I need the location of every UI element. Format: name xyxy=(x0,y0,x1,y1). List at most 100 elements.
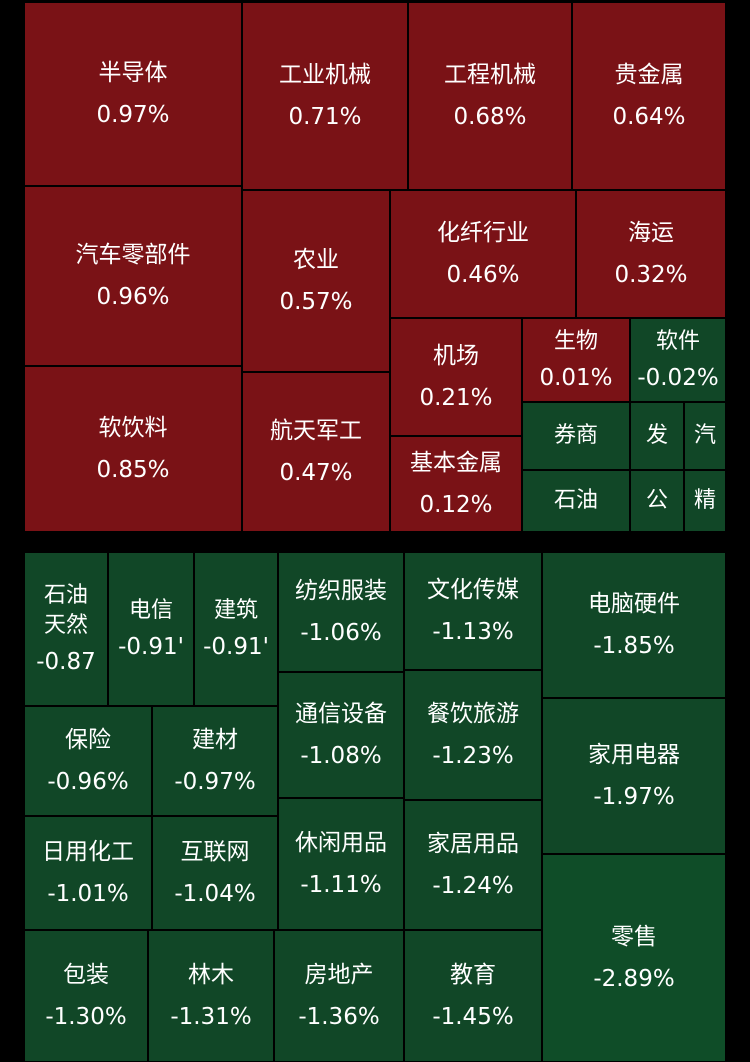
sector-change: -1.06% xyxy=(300,620,382,646)
sector-change: -1.13% xyxy=(432,619,514,645)
treemap-cell[interactable]: 互联网 -1.04% xyxy=(152,816,278,930)
treemap-cell[interactable]: 建筑 -0.91' xyxy=(194,552,278,706)
sector-name: 公 xyxy=(645,488,668,513)
sector-name: 软饮料 xyxy=(98,415,168,441)
sector-change: -1.36% xyxy=(298,1004,380,1030)
treemap-cell[interactable]: 零售 -2.89% xyxy=(542,854,726,1062)
treemap-cell[interactable]: 半导体 0.97% xyxy=(24,2,242,186)
sector-change: -1.01% xyxy=(47,881,129,907)
treemap-cell[interactable]: 海运 0.32% xyxy=(576,190,726,318)
treemap-cell[interactable]: 餐饮旅游 -1.23% xyxy=(404,670,542,800)
sector-change: -0.97% xyxy=(174,769,256,795)
sector-name: 建材 xyxy=(192,727,238,753)
sector-name: 海运 xyxy=(628,220,674,246)
treemap-cell[interactable]: 日用化工 -1.01% xyxy=(24,816,152,930)
sector-name: 汽车零部件 xyxy=(75,242,191,268)
treemap-cell[interactable]: 公 xyxy=(630,470,684,532)
treemap-cell[interactable]: 航天军工 0.47% xyxy=(242,372,390,532)
treemap-cell[interactable]: 林木 -1.31% xyxy=(148,930,274,1062)
sector-change: 0.71% xyxy=(288,104,362,130)
sector-change: -1.31% xyxy=(170,1004,252,1030)
treemap-cell[interactable]: 基本金属 0.12% xyxy=(390,436,522,532)
sector-name: 包装 xyxy=(63,962,109,988)
sector-name: 休闲用品 xyxy=(295,830,387,856)
sector-change: -1.11% xyxy=(300,872,382,898)
treemap-cell[interactable]: 房地产 -1.36% xyxy=(274,930,404,1062)
sector-name: 房地产 xyxy=(304,962,374,988)
sector-name: 贵金属 xyxy=(614,62,684,88)
sector-change: -0.02% xyxy=(637,365,719,391)
sector-name: 通信设备 xyxy=(295,701,387,727)
treemap-cell[interactable]: 建材 -0.97% xyxy=(152,706,278,816)
sector-name: 零售 xyxy=(611,924,657,950)
sector-change: -1.45% xyxy=(432,1004,514,1030)
treemap-cell[interactable]: 券商 xyxy=(522,402,630,470)
sector-change: -0.91' xyxy=(118,634,184,660)
sector-change: -0.87 xyxy=(36,649,96,675)
sector-name: 纺织服装 xyxy=(295,578,387,604)
sector-change: -1.08% xyxy=(300,743,382,769)
sector-name: 半导体 xyxy=(98,60,168,86)
treemap-cell[interactable]: 电脑硬件 -1.85% xyxy=(542,552,726,698)
treemap-cell[interactable]: 生物 0.01% xyxy=(522,318,630,402)
treemap-cell[interactable]: 精 xyxy=(684,470,726,532)
sector-change: 0.96% xyxy=(96,284,170,310)
treemap-cell[interactable]: 文化传媒 -1.13% xyxy=(404,552,542,670)
treemap-cell[interactable]: 电信 -0.91' xyxy=(108,552,194,706)
sector-change: 0.12% xyxy=(419,492,493,518)
sector-change: -0.91' xyxy=(203,634,269,660)
sector-name: 建筑 xyxy=(213,598,258,623)
sector-change: -2.89% xyxy=(593,966,675,992)
sector-change: 0.68% xyxy=(453,104,527,130)
treemap-cell[interactable]: 教育 -1.45% xyxy=(404,930,542,1062)
sector-change: 0.85% xyxy=(96,457,170,483)
treemap-cell[interactable]: 化纤行业 0.46% xyxy=(390,190,576,318)
sector-name: 工程机械 xyxy=(444,62,536,88)
treemap-cell[interactable]: 石油 xyxy=(522,470,630,532)
sector-name: 文化传媒 xyxy=(427,577,519,603)
treemap-cell[interactable]: 休闲用品 -1.11% xyxy=(278,798,404,930)
treemap-cell[interactable]: 纺织服装 -1.06% xyxy=(278,552,404,672)
sector-change: -1.24% xyxy=(432,873,514,899)
sector-change: -1.04% xyxy=(174,881,256,907)
treemap-cell[interactable]: 软饮料 0.85% xyxy=(24,366,242,532)
treemap-cell[interactable]: 贵金属 0.64% xyxy=(572,2,726,190)
treemap-cell[interactable]: 工业机械 0.71% xyxy=(242,2,408,190)
treemap-cell[interactable]: 汽车零部件 0.96% xyxy=(24,186,242,366)
sector-change: 0.97% xyxy=(96,102,170,128)
treemap-cell[interactable]: 软件 -0.02% xyxy=(630,318,726,402)
sector-name: 工业机械 xyxy=(279,62,371,88)
treemap-cell[interactable]: 发 xyxy=(630,402,684,470)
sector-name: 券商 xyxy=(553,423,598,448)
sector-name: 精 xyxy=(693,488,716,513)
sector-name: 石油 xyxy=(553,488,598,513)
treemap-cell[interactable]: 工程机械 0.68% xyxy=(408,2,572,190)
sector-change: -1.85% xyxy=(593,633,675,659)
treemap-cell[interactable]: 通信设备 -1.08% xyxy=(278,672,404,798)
sector-name: 教育 xyxy=(450,962,496,988)
sector-name: 生物 xyxy=(553,329,598,354)
sector-name: 发 xyxy=(645,423,668,448)
treemap-cell[interactable]: 家用电器 -1.97% xyxy=(542,698,726,854)
sector-change: 0.32% xyxy=(614,262,688,288)
treemap-cell[interactable]: 机场 0.21% xyxy=(390,318,522,436)
treemap-cell[interactable]: 汽 xyxy=(684,402,726,470)
sector-name: 家用电器 xyxy=(588,742,680,768)
treemap-cell[interactable]: 农业 0.57% xyxy=(242,190,390,372)
sector-name: 软件 xyxy=(655,329,700,354)
sector-name: 机场 xyxy=(433,343,479,369)
sector-name: 电信 xyxy=(128,598,173,623)
sector-name: 石油 天然 xyxy=(43,583,88,638)
treemap-cell[interactable]: 保险 -0.96% xyxy=(24,706,152,816)
treemap-cell[interactable]: 石油 天然 -0.87 xyxy=(24,552,108,706)
sector-change: -1.23% xyxy=(432,743,514,769)
treemap-cell[interactable]: 家居用品 -1.24% xyxy=(404,800,542,930)
treemap-cell[interactable]: 包装 -1.30% xyxy=(24,930,148,1062)
sector-change: 0.21% xyxy=(419,385,493,411)
sector-name: 电脑硬件 xyxy=(588,591,680,617)
sector-change: -1.30% xyxy=(45,1004,127,1030)
sector-change: -0.96% xyxy=(47,769,129,795)
sector-name: 化纤行业 xyxy=(437,220,529,246)
sector-name: 基本金属 xyxy=(410,450,502,476)
